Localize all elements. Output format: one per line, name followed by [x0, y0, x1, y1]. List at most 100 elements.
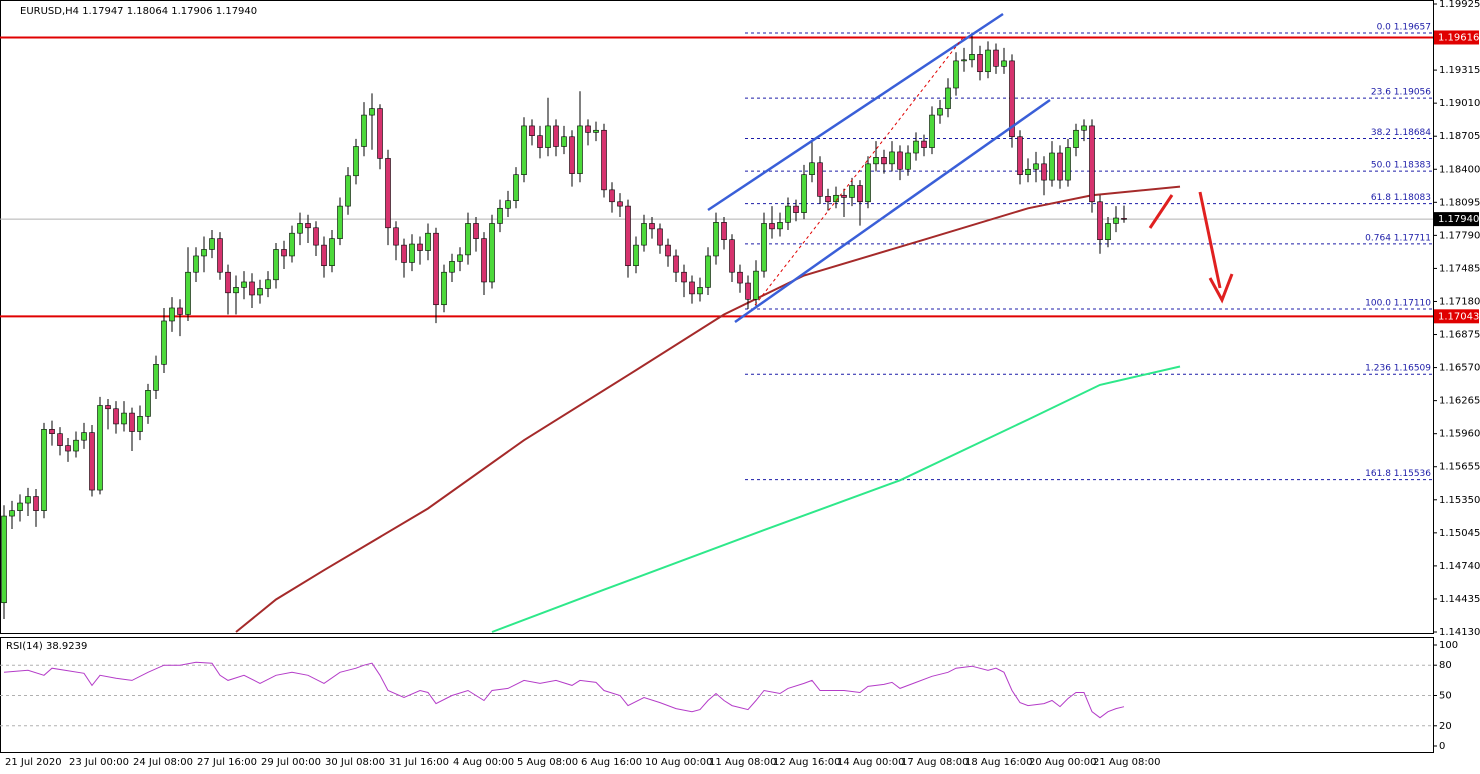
y-tick-label: 20	[1439, 721, 1452, 732]
candle-body	[1009, 60, 1015, 138]
candle-body	[1017, 136, 1023, 175]
x-tick-label: 6 Aug 16:00	[581, 757, 642, 768]
candle-body	[265, 279, 271, 289]
candle-body	[241, 281, 247, 288]
x-tick-label: 18 Aug 16:00	[965, 757, 1032, 768]
candle-body	[1121, 218, 1127, 220]
candle-body	[233, 287, 239, 294]
x-tick-label: 24 Jul 08:00	[133, 757, 193, 768]
candle-body	[425, 232, 431, 251]
candle-body	[153, 364, 159, 391]
candle-body	[521, 125, 527, 175]
candle-body	[777, 222, 783, 230]
candle-body	[409, 243, 415, 263]
annotation-layer: 1.19616 1.17940 1.17043	[707, 12, 1479, 324]
candle-body	[305, 223, 311, 229]
x-tick-label: 30 Jul 08:00	[325, 757, 385, 768]
candle-body	[433, 232, 439, 306]
y-tick-label: 1.19010	[1439, 98, 1480, 109]
x-tick-label: 23 Jul 00:00	[69, 757, 129, 768]
candle-body	[321, 244, 327, 267]
candle-body	[9, 510, 15, 517]
candle-body	[1, 515, 7, 604]
candle-body	[969, 54, 975, 61]
candle-body	[361, 114, 367, 147]
y-tick-label: 1.16265	[1439, 396, 1480, 407]
price-tag	[1434, 309, 1479, 324]
candle-body	[1081, 125, 1087, 131]
candle-body	[897, 151, 903, 170]
candle-body	[129, 412, 135, 432]
candle-body	[273, 249, 279, 281]
candle-body	[617, 201, 623, 207]
y-tick-label: 1.18400	[1439, 164, 1480, 175]
candle-body	[177, 307, 183, 315]
candle-body	[961, 59, 967, 62]
candle-body	[89, 432, 95, 491]
candle-body	[1105, 223, 1111, 241]
candle-body	[1057, 152, 1063, 181]
candle-body	[289, 232, 295, 257]
x-tick-label: 17 Aug 08:00	[901, 757, 968, 768]
candle-body	[769, 223, 775, 230]
candle-body	[401, 244, 407, 263]
candle-body	[921, 140, 927, 148]
candle-body	[977, 54, 983, 73]
candle-body	[97, 405, 103, 491]
candle-body	[649, 223, 655, 230]
candle-body	[169, 307, 175, 322]
candle-body	[497, 207, 503, 224]
candle-body	[881, 157, 887, 165]
moving-average	[235, 185, 1181, 633]
y-tick-label: 1.19315	[1439, 65, 1480, 76]
candle-body	[601, 129, 607, 191]
candle-body	[505, 200, 511, 209]
x-tick-label: 5 Aug 08:00	[517, 757, 578, 768]
candle-body	[209, 238, 215, 250]
candle-body	[545, 125, 551, 148]
candle-body	[953, 60, 959, 89]
candle-body	[625, 205, 631, 267]
y-tick-label: 80	[1439, 660, 1452, 671]
candle-body	[697, 287, 703, 295]
candle-body	[785, 205, 791, 223]
y-tick-label: 1.18095	[1439, 197, 1480, 208]
candle-body	[705, 255, 711, 288]
channel-lower	[734, 98, 1051, 324]
candle-body	[1041, 163, 1047, 181]
candle-body	[25, 496, 31, 504]
fib-label: 1.236 1.16509	[1365, 364, 1431, 374]
candle-body	[673, 255, 679, 273]
y-tick-label: 1.17790	[1439, 230, 1480, 241]
y-tick-label: 1.15045	[1439, 528, 1480, 539]
candle-body	[1049, 152, 1055, 181]
candle-body	[105, 405, 111, 410]
candle-body	[809, 162, 815, 175]
candle-body	[761, 223, 767, 272]
x-tick-label: 20 Aug 00:00	[1029, 757, 1096, 768]
fib-label: 38.2 1.18684	[1371, 128, 1431, 138]
candle-body	[721, 222, 727, 241]
candle-body	[481, 238, 487, 283]
y-tick-label: 1.18705	[1439, 131, 1480, 142]
candle-body	[1033, 163, 1039, 170]
y-tick-label: 1.14435	[1439, 594, 1480, 605]
y-tick-label: 50	[1439, 691, 1452, 702]
candle-body	[905, 152, 911, 170]
y-tick-label: 1.19925	[1439, 0, 1480, 10]
candle-body	[369, 108, 375, 116]
candle-body	[257, 288, 263, 296]
candle-body	[857, 185, 863, 203]
candle-body	[1113, 217, 1119, 224]
x-tick-label: 21 Aug 08:00	[1093, 757, 1160, 768]
y-tick-label: 0	[1439, 741, 1445, 752]
candle-body	[441, 271, 447, 306]
candle-body	[513, 174, 519, 201]
rsi-line	[3, 661, 1125, 719]
x-tick-label: 12 Aug 16:00	[773, 757, 840, 768]
x-tick-label: 21 Jul 2020	[5, 757, 62, 768]
candle-body	[569, 136, 575, 174]
